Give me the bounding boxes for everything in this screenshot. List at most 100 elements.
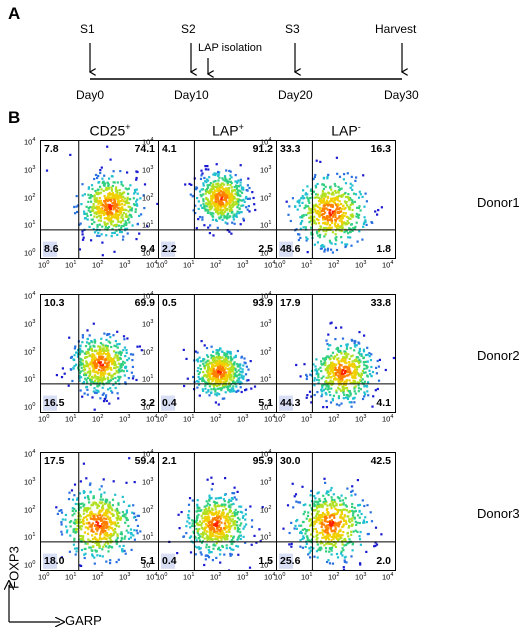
quadrant-lower-left: 0.4 — [162, 397, 177, 409]
x-tick: 100 — [38, 573, 49, 581]
x-tick: 101 — [183, 415, 194, 423]
y-tick: 100 — [142, 561, 153, 569]
column-name: CD25 — [89, 123, 125, 139]
column-name: LAP — [212, 123, 238, 139]
y-tick: 101 — [142, 221, 153, 229]
y-tick: 103 — [260, 166, 271, 174]
day-20: Day20 — [278, 88, 313, 102]
y-axis-label: FOXP3 — [7, 543, 22, 593]
y-tick: 101 — [260, 221, 271, 229]
x-tick: 103 — [237, 261, 248, 269]
y-tick: 100 — [24, 403, 35, 411]
y-tick: 103 — [142, 478, 153, 486]
y-tick: 104 — [260, 138, 271, 146]
quadrant-upper-right: 42.5 — [371, 455, 391, 467]
quadrant-lower-right: 1.8 — [376, 243, 391, 255]
y-tick: 103 — [260, 478, 271, 486]
quadrant-lower-left: 0.4 — [162, 555, 177, 567]
y-tick: 102 — [24, 194, 35, 202]
y-tick: 102 — [260, 348, 271, 356]
y-tick: 100 — [142, 249, 153, 257]
quadrant-lower-left: 48.6 — [280, 243, 300, 255]
column-name: LAP — [331, 123, 357, 139]
y-tick: 104 — [142, 450, 153, 458]
x-tick: 102 — [92, 261, 103, 269]
flow-plot-2-3: 17.9 33.8 44.3 4.1 — [276, 294, 396, 413]
y-tick: 104 — [142, 138, 153, 146]
x-tick: 101 — [65, 261, 76, 269]
y-tick: 104 — [260, 292, 271, 300]
x-tick: 102 — [210, 261, 221, 269]
y-tick: 103 — [142, 320, 153, 328]
quadrant-upper-left: 17.5 — [44, 455, 64, 467]
quadrant-upper-left: 30.0 — [280, 455, 300, 467]
quadrant-lower-right: 2.0 — [376, 555, 391, 567]
day-30: Day30 — [384, 88, 419, 102]
x-tick: 104 — [382, 415, 393, 423]
flow-plot-3-3: 30.0 42.5 25.6 2.0 — [276, 452, 396, 571]
quadrant-upper-left: 10.3 — [44, 297, 64, 309]
stage-s2: S2 — [181, 22, 196, 36]
event-lap-isolation: LAP isolation — [198, 42, 262, 54]
day-10: Day10 — [174, 88, 209, 102]
y-tick: 103 — [24, 320, 35, 328]
x-axis-label: GARP — [65, 613, 102, 628]
x-tick: 103 — [237, 573, 248, 581]
y-tick: 101 — [142, 533, 153, 541]
stage-s1: S1 — [80, 22, 95, 36]
quadrant-lower-left: 25.6 — [280, 555, 300, 567]
quadrant-upper-left: 0.5 — [162, 297, 177, 309]
x-tick: 102 — [92, 573, 103, 581]
donor-label-1: Donor1 — [477, 195, 520, 210]
x-tick: 102 — [328, 415, 339, 423]
y-tick: 102 — [260, 506, 271, 514]
column-header-lap-neg: LAP- — [286, 122, 406, 139]
x-tick: 103 — [355, 415, 366, 423]
y-tick: 100 — [24, 561, 35, 569]
y-tick: 102 — [24, 348, 35, 356]
quadrant-lower-right: 4.1 — [376, 397, 391, 409]
x-tick: 100 — [38, 261, 49, 269]
panel-b-label: B — [8, 108, 20, 128]
y-tick: 104 — [260, 450, 271, 458]
quadrant-upper-left: 17.9 — [280, 297, 300, 309]
y-tick: 100 — [260, 561, 271, 569]
quadrant-upper-right: 33.8 — [371, 297, 391, 309]
x-tick: 101 — [301, 261, 312, 269]
y-tick: 103 — [142, 166, 153, 174]
x-tick: 100 — [274, 573, 285, 581]
x-tick: 102 — [328, 261, 339, 269]
donor-label-2: Donor2 — [477, 348, 520, 363]
density-scatter — [277, 295, 395, 412]
y-tick: 101 — [142, 375, 153, 383]
y-tick: 100 — [24, 249, 35, 257]
x-tick: 102 — [92, 415, 103, 423]
x-tick: 100 — [274, 261, 285, 269]
column-sup: + — [125, 122, 130, 132]
y-tick: 101 — [24, 533, 35, 541]
y-tick: 102 — [260, 194, 271, 202]
y-tick: 100 — [260, 249, 271, 257]
y-tick: 100 — [142, 403, 153, 411]
x-tick: 102 — [210, 573, 221, 581]
x-tick: 100 — [156, 415, 167, 423]
y-tick: 104 — [24, 450, 35, 458]
x-tick: 101 — [183, 573, 194, 581]
day-0: Day0 — [76, 88, 104, 102]
quadrant-lower-left: 44.3 — [280, 397, 300, 409]
quadrant-upper-left: 4.1 — [162, 143, 177, 155]
stage-s3: S3 — [285, 22, 300, 36]
x-tick: 101 — [301, 415, 312, 423]
x-tick: 101 — [183, 261, 194, 269]
quadrant-upper-right: 16.3 — [371, 143, 391, 155]
quadrant-lower-left: 2.2 — [162, 243, 177, 255]
x-tick: 100 — [274, 415, 285, 423]
x-tick: 103 — [237, 415, 248, 423]
x-tick: 100 — [156, 261, 167, 269]
y-tick: 103 — [260, 320, 271, 328]
quadrant-lower-left: 16.5 — [44, 397, 64, 409]
x-tick: 103 — [355, 573, 366, 581]
x-tick: 101 — [65, 573, 76, 581]
density-scatter — [277, 141, 395, 258]
quadrant-upper-left: 33.3 — [280, 143, 300, 155]
